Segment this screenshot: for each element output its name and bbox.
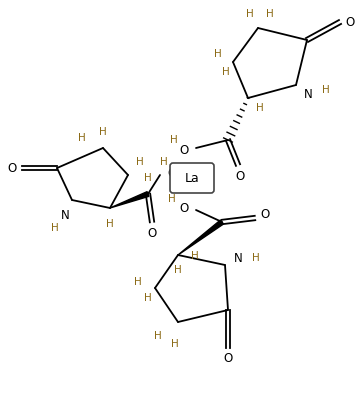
Polygon shape — [110, 192, 149, 208]
Text: N: N — [61, 209, 69, 222]
Text: H: H — [191, 251, 199, 261]
Text: H: H — [168, 194, 176, 204]
Text: H: H — [51, 223, 59, 233]
Text: H: H — [214, 49, 222, 59]
Text: O: O — [8, 162, 16, 175]
Text: H: H — [222, 67, 230, 77]
Text: H: H — [99, 127, 107, 137]
Text: H: H — [136, 157, 144, 167]
Text: H: H — [160, 157, 168, 167]
Text: O: O — [147, 226, 156, 239]
Text: H: H — [266, 9, 274, 19]
Text: H: H — [174, 265, 182, 275]
Text: H: H — [171, 339, 179, 349]
Text: H: H — [170, 135, 178, 145]
Text: H: H — [106, 219, 114, 229]
Polygon shape — [178, 220, 223, 255]
Text: H: H — [252, 253, 260, 263]
Text: O: O — [168, 167, 176, 179]
Text: H: H — [134, 277, 142, 287]
Text: O: O — [179, 143, 189, 156]
Text: H: H — [78, 133, 86, 143]
Text: O: O — [179, 201, 189, 214]
Text: H: H — [144, 293, 152, 303]
Text: H: H — [144, 173, 152, 183]
Text: H: H — [256, 103, 264, 113]
Text: N: N — [304, 88, 313, 100]
Text: N: N — [234, 252, 242, 265]
Text: La: La — [185, 171, 199, 184]
Text: H: H — [246, 9, 254, 19]
Text: O: O — [223, 352, 233, 365]
Text: H: H — [154, 331, 162, 341]
Text: H: H — [322, 85, 330, 95]
Text: O: O — [260, 207, 270, 220]
FancyBboxPatch shape — [170, 163, 214, 193]
Text: O: O — [345, 15, 355, 28]
Text: O: O — [235, 169, 245, 182]
